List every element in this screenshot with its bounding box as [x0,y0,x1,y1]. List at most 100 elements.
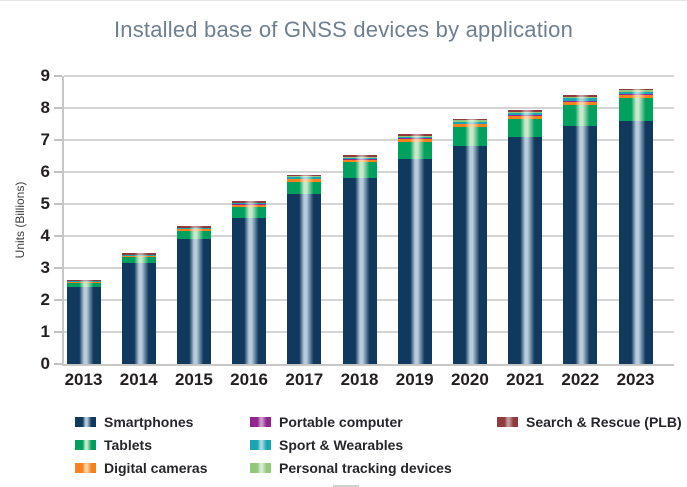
legend-swatch-portable-computer [250,416,271,427]
bar-segment-sport-wearables [342,157,377,160]
legend-item-personal-tracking-devices: Personal tracking devices [250,456,452,479]
bar-segment-tablets [342,162,377,179]
gridline [64,139,674,141]
bar-segment-search-rescue-plb [452,119,487,121]
x-axis-label: 2017 [285,370,324,389]
bar-segment-digital-cameras [397,139,432,142]
x-axis-label: 2023 [616,370,655,389]
bar-segment-smartphones [121,263,156,364]
legend-item-search-rescue-plb: Search & Rescue (PLB) [497,410,682,433]
bar-segment-smartphones [452,146,487,364]
page-edge-line [333,485,359,487]
x-axis-label: 2016 [230,370,268,389]
bar-segment-digital-cameras [508,116,543,120]
bar-segment-tablets [508,119,543,137]
bar-segment-smartphones [342,178,377,364]
y-tick-label: 9 [40,66,50,85]
bar-segment-digital-cameras [232,204,267,208]
legend-label: Smartphones [104,413,194,430]
y-tick-mark [54,203,62,205]
x-axis-label: 2020 [450,370,489,389]
x-axis-label: 2018 [340,370,379,389]
legend-swatch-personal-tracking-devices [250,462,271,473]
bar-segment-tablets [66,283,101,288]
chart-title: Installed base of GNSS devices by applic… [113,17,574,42]
y-tick-label: 7 [40,130,50,149]
bar-segment-search-rescue-plb [508,110,543,112]
bar-segment-sport-wearables [508,113,543,116]
bar-segment-sport-wearables [452,121,487,124]
bar-segment-personal-tracking-devices [563,96,598,99]
legend-item-digital-cameras: Digital cameras [75,456,208,479]
bar-segment-digital-cameras [563,101,598,105]
y-tick-label: 6 [40,162,50,181]
bar-segment-search-rescue-plb [397,134,432,136]
y-tick-mark [54,363,62,365]
bar-segment-search-rescue-plb [232,201,267,203]
bar-segment-digital-cameras [618,95,653,99]
legend-item-tablets: Tablets [75,433,208,456]
bar-segment-digital-cameras [452,124,487,128]
y-tick-label: 4 [40,226,50,245]
bar-segment-search-rescue-plb [176,226,211,228]
x-axis-label: 2014 [119,370,158,389]
bar-segment-search-rescue-plb [618,88,653,91]
legend-label: Search & Rescue (PLB) [526,413,682,430]
bar-segment-digital-cameras [66,281,101,284]
bar-segment-portable-computer [618,93,653,96]
x-axis-label: 2021 [506,370,544,389]
y-tick-label: 5 [40,194,50,213]
legend-column: Search & Rescue (PLB) [497,410,682,433]
legend-swatch-smartphones [75,416,96,427]
bar-segment-search-rescue-plb [563,95,598,97]
plot-area [54,75,674,366]
bar-segment-digital-cameras [176,229,211,232]
bar-segment-digital-cameras [287,179,322,182]
bar-segment-digital-cameras [342,159,377,163]
bar-segment-search-rescue-plb [66,279,101,282]
bar-segment-tablets [232,207,267,219]
y-tick-mark [54,299,62,301]
bar-segment-tablets [287,181,322,195]
y-tick-label: 8 [40,98,50,117]
legend-item-portable-computer: Portable computer [250,410,452,433]
bar-segment-smartphones [397,159,432,364]
legend: Smartphones Tablets Digital cameras Portabl… [0,410,687,482]
bar-segment-smartphones [66,287,101,364]
bar-segment-portable-computer [563,100,598,102]
y-tick-label: 3 [40,258,50,277]
bar-segment-personal-tracking-devices [452,120,487,122]
legend-swatch-tablets [75,439,96,450]
bar-segment-smartphones [287,194,322,364]
y-tick-mark [54,267,62,269]
gridline [64,75,674,77]
bar-segment-sport-wearables [232,202,267,205]
bar-segment-personal-tracking-devices [342,156,377,158]
y-tick-mark [54,107,62,109]
x-axis-label: 2022 [561,370,600,389]
bar-segment-sport-wearables [563,98,598,101]
legend-column: Portable computer Sport & Wearables Person… [250,410,452,479]
legend-label: Sport & Wearables [279,436,404,453]
bar-segment-personal-tracking-devices [287,176,322,178]
bar-segment-sport-wearables [397,136,432,139]
legend-label: Personal tracking devices [279,459,452,476]
bar-segment-smartphones [176,239,211,364]
y-tick-mark [54,235,62,237]
bar-segment-smartphones [618,120,653,364]
x-axis-label: 2015 [174,370,213,389]
legend-label: Portable computer [279,413,403,430]
y-tick-mark [54,139,62,141]
bar-segment-tablets [176,231,211,240]
legend-column: Smartphones Tablets Digital cameras [75,410,208,479]
bar-segment-smartphones [563,125,598,364]
bar-segment-tablets [618,98,653,121]
bar-segment-tablets [121,257,156,264]
y-tick-label: 1 [40,322,50,341]
bar-segment-smartphones [508,136,543,364]
bar-segment-search-rescue-plb [342,155,377,157]
legend-item-smartphones: Smartphones [75,410,208,433]
legend-label: Digital cameras [104,459,208,476]
bar-segment-search-rescue-plb [121,253,156,255]
